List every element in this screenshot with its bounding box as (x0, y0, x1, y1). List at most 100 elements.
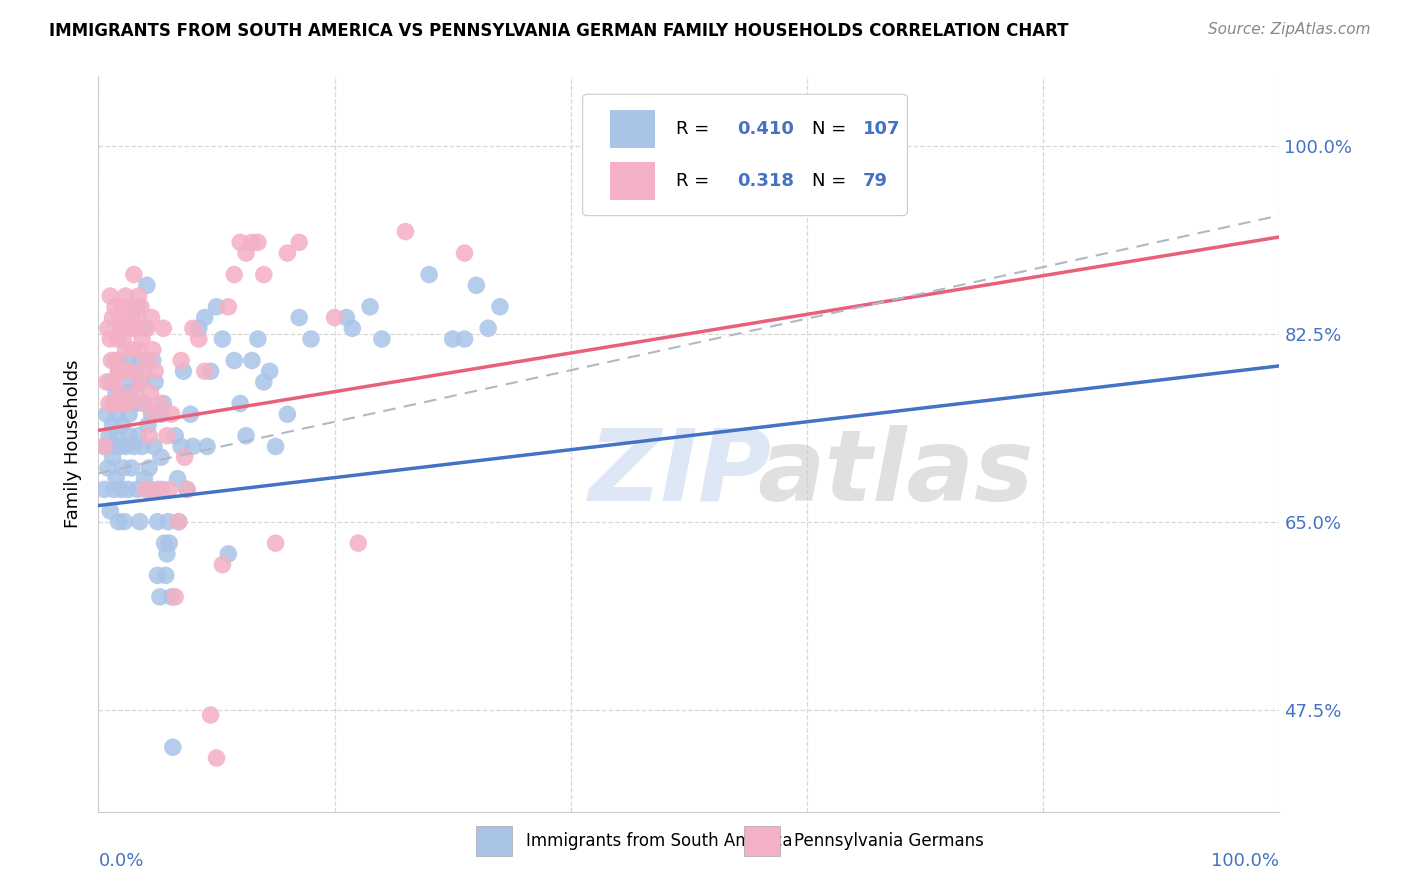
Point (205, 751, 228, 765)
Point (359, 300, 381, 314)
Point (101, 417, 124, 432)
Point (162, 740, 184, 755)
Text: R =: R = (676, 172, 714, 190)
Point (98, 375, 121, 389)
Point (217, 547, 239, 561)
Point (176, 483, 198, 497)
Point (110, 483, 132, 497)
Bar (744, 826, 780, 856)
Point (276, 407, 298, 421)
Point (152, 396, 174, 410)
Point (142, 407, 165, 421)
Text: Pennsylvania Germans: Pennsylvania Germans (794, 832, 984, 850)
Point (101, 450, 124, 465)
Point (118, 300, 141, 314)
Point (104, 300, 127, 314)
Text: 79: 79 (862, 172, 887, 190)
Text: ZIP: ZIP (589, 425, 772, 522)
Point (103, 483, 125, 497)
Point (111, 321, 134, 335)
Point (104, 440, 127, 454)
Point (127, 300, 149, 314)
Point (160, 407, 183, 421)
Point (235, 428, 257, 442)
Point (136, 353, 159, 368)
Point (181, 440, 204, 454)
Point (108, 310, 131, 325)
Point (229, 235, 252, 250)
Point (110, 321, 132, 335)
Text: atlas: atlas (758, 425, 1033, 522)
Point (115, 321, 138, 335)
Point (156, 547, 179, 561)
Text: 0.318: 0.318 (737, 172, 794, 190)
Point (240, 353, 263, 368)
Point (107, 515, 129, 529)
Point (453, 332, 475, 346)
Point (170, 440, 193, 454)
Point (142, 343, 165, 357)
Point (150, 450, 173, 465)
Text: Source: ZipAtlas.com: Source: ZipAtlas.com (1208, 22, 1371, 37)
Point (259, 364, 281, 378)
Point (138, 461, 160, 475)
Point (160, 590, 183, 604)
Point (135, 483, 157, 497)
Point (146, 483, 169, 497)
Point (122, 268, 145, 282)
Bar (610, 110, 655, 148)
Point (149, 590, 172, 604)
Point (152, 321, 174, 335)
Point (117, 353, 139, 368)
Point (165, 590, 187, 604)
Point (135, 321, 157, 335)
Point (146, 568, 169, 582)
Point (229, 396, 252, 410)
Point (118, 407, 141, 421)
Point (187, 321, 209, 335)
Point (122, 321, 145, 335)
Point (128, 515, 150, 529)
Point (121, 343, 143, 357)
Point (166, 472, 188, 486)
Point (97, 321, 120, 335)
Point (240, 235, 263, 250)
Point (224, 353, 246, 368)
Point (224, 268, 246, 282)
Point (205, 300, 228, 314)
Point (128, 428, 150, 442)
Point (167, 515, 190, 529)
Text: 107: 107 (862, 120, 900, 137)
Point (264, 440, 287, 454)
Point (347, 536, 370, 550)
Point (135, 321, 157, 335)
Point (128, 353, 150, 368)
Text: N =: N = (811, 172, 846, 190)
Point (157, 483, 180, 497)
Point (118, 428, 141, 442)
Point (200, 364, 222, 378)
Point (194, 364, 217, 378)
Point (108, 385, 131, 400)
Point (112, 332, 135, 346)
Bar (610, 162, 655, 201)
Point (489, 300, 512, 314)
Point (180, 407, 202, 421)
Point (299, 332, 322, 346)
Point (149, 396, 172, 410)
Point (165, 428, 187, 442)
FancyBboxPatch shape (582, 95, 907, 216)
Point (93, 483, 115, 497)
Point (105, 396, 128, 410)
Point (141, 407, 163, 421)
Point (108, 353, 131, 368)
Point (253, 268, 276, 282)
Point (477, 321, 499, 335)
Point (276, 246, 298, 260)
Point (93, 440, 115, 454)
Point (139, 483, 162, 497)
Point (134, 396, 156, 410)
Point (150, 483, 173, 497)
Point (101, 310, 124, 325)
Point (172, 364, 194, 378)
